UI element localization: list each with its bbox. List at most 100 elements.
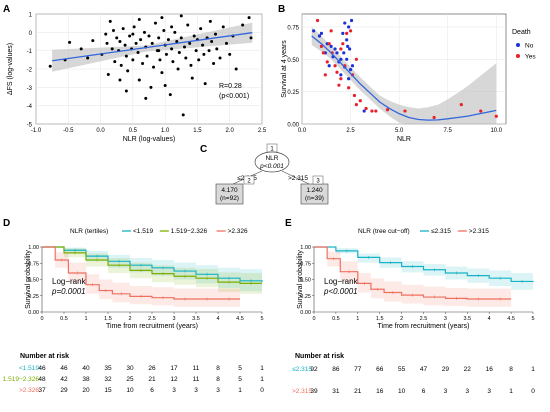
data-point xyxy=(118,40,122,43)
panel-label-d: D xyxy=(3,218,10,229)
y-axis-label: Survival probability xyxy=(25,250,32,309)
data-point xyxy=(79,47,83,51)
x-tick-label: 0.0 xyxy=(298,128,307,134)
data-point xyxy=(137,18,141,21)
data-point-no xyxy=(342,51,346,55)
data-point xyxy=(160,71,164,75)
leaf-n-left: (n=92) xyxy=(220,195,239,202)
panel-label-c: C xyxy=(200,144,207,155)
logrank-p: p=0.0001 xyxy=(51,287,86,296)
x-tick-label: 3.5 xyxy=(192,316,200,322)
y-tick-label: -4 xyxy=(27,104,33,110)
risk-count: 42 xyxy=(60,376,68,383)
risk-count: 25 xyxy=(126,376,134,383)
risk-count: 46 xyxy=(60,365,68,372)
data-point-no xyxy=(341,31,345,36)
data-point-yes xyxy=(354,57,358,61)
risk-count: 39 xyxy=(310,388,318,395)
data-point-yes xyxy=(364,106,368,111)
data-point xyxy=(134,41,138,45)
x-tick-label: 10.0 xyxy=(490,128,502,134)
data-point-yes xyxy=(385,108,390,112)
y-tick-label: 0.75 xyxy=(300,261,311,267)
x-axis-label: NLR xyxy=(397,136,411,143)
x-tick-label: 1 xyxy=(356,316,359,322)
data-point-no xyxy=(339,73,343,77)
y-tick-label: 1.00 xyxy=(28,245,39,251)
risk-count: 1 xyxy=(509,388,513,395)
legend-label: >2.315 xyxy=(469,228,489,235)
data-point xyxy=(208,19,212,23)
edge-label-right: >2.315 xyxy=(288,175,308,182)
x-axis-label: Time from recruitment (years) xyxy=(378,323,470,330)
risk-count: 3 xyxy=(465,388,469,395)
legend-title: Death xyxy=(512,29,531,36)
data-point xyxy=(131,58,135,62)
data-point-yes xyxy=(374,109,378,113)
data-point-yes xyxy=(358,99,362,103)
x-tick-label: 4.5 xyxy=(236,316,244,322)
x-tick-label: 0 xyxy=(40,316,43,322)
leaf-node-left xyxy=(215,183,244,205)
data-point xyxy=(141,62,145,65)
risk-count: 17 xyxy=(170,365,178,372)
logrank-p: p<0.0001 xyxy=(323,287,358,296)
legend-label: >2.326 xyxy=(228,228,248,235)
data-point xyxy=(108,19,112,23)
data-point xyxy=(212,62,216,65)
risk-row-label: ≤2.315 xyxy=(292,366,312,373)
risk-count: 3 xyxy=(172,387,176,394)
legend-label: 1.519−2.326 xyxy=(171,228,208,235)
data-point xyxy=(153,21,157,25)
panel-label-a: A xyxy=(3,4,10,15)
risk-count: 29 xyxy=(442,366,450,373)
risk-count: 31 xyxy=(332,388,340,395)
data-point xyxy=(214,32,218,36)
x-tick-label: 3.5 xyxy=(463,316,471,322)
data-point xyxy=(179,36,183,40)
data-point xyxy=(183,45,187,49)
confidence-band xyxy=(311,26,497,124)
survival-curve xyxy=(314,246,534,283)
leaf-n-right: (n=39) xyxy=(305,195,324,202)
data-point xyxy=(123,43,127,47)
data-point-no xyxy=(347,25,351,29)
risk-count: 47 xyxy=(420,366,428,373)
data-point-yes xyxy=(321,51,325,55)
y-tick-label: -3 xyxy=(27,86,33,92)
risk-count: 48 xyxy=(38,376,46,383)
x-tick-label: 2 xyxy=(128,316,131,322)
correlation-text: R=0.28 xyxy=(219,83,242,90)
y-axis-label: Survival probability xyxy=(297,250,304,309)
x-tick-label: 1.5 xyxy=(193,128,202,134)
data-point xyxy=(113,60,117,64)
y-tick-label: -2 xyxy=(27,68,33,74)
data-point xyxy=(186,23,190,27)
data-point xyxy=(194,49,198,53)
data-point xyxy=(218,56,222,60)
data-point xyxy=(121,27,125,31)
data-point xyxy=(190,76,194,80)
data-point-yes xyxy=(329,29,333,33)
data-point xyxy=(160,16,164,20)
legend-label: Yes xyxy=(525,54,536,61)
risk-table-title: Number at risk xyxy=(295,353,344,360)
risk-count: 8 xyxy=(216,365,220,372)
data-point xyxy=(137,78,141,82)
data-point xyxy=(234,67,238,71)
data-point xyxy=(224,41,228,45)
data-point xyxy=(142,30,146,34)
data-point xyxy=(147,34,151,38)
data-point xyxy=(68,40,72,44)
data-point-yes xyxy=(333,64,337,68)
risk-count: 38 xyxy=(82,376,90,383)
risk-count: 26 xyxy=(148,365,156,372)
risk-count: 3 xyxy=(216,387,220,394)
data-point xyxy=(188,41,192,45)
risk-count: 11 xyxy=(193,365,200,372)
data-point xyxy=(158,58,162,62)
risk-count: 35 xyxy=(104,365,112,372)
y-tick-label: 0.75 xyxy=(287,25,299,31)
data-point xyxy=(111,29,115,32)
data-point xyxy=(136,51,140,54)
